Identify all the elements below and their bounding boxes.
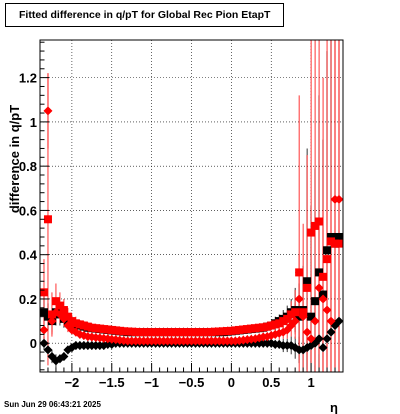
data-point-diamond — [47, 316, 57, 326]
x-axis-title: η — [330, 400, 338, 414]
data-point-square — [303, 283, 312, 292]
data-point-square — [283, 314, 292, 323]
data-point-diamond — [314, 283, 324, 293]
data-point-square — [295, 268, 304, 277]
data-point-diamond — [294, 294, 304, 304]
x-tick-label: 0 — [228, 375, 235, 390]
data-point-diamond — [306, 334, 316, 344]
data-point-diamond — [298, 312, 308, 322]
x-tick-label: 1 — [307, 375, 314, 390]
y-tick-label: 0.4 — [19, 248, 38, 263]
data-point-diamond — [43, 106, 53, 116]
data-point-diamond — [318, 294, 328, 304]
data-point-diamond — [43, 345, 53, 355]
data-point-square — [323, 255, 332, 264]
data-points — [39, 106, 344, 366]
data-point-square — [39, 308, 48, 317]
x-tick-label: −1 — [144, 375, 159, 390]
data-point-square — [307, 228, 316, 237]
data-point-square — [39, 288, 48, 297]
data-point-diamond — [310, 316, 320, 326]
x-tick-label: −1.5 — [99, 375, 125, 390]
y-tick-label: 1.2 — [19, 71, 37, 86]
chart-title: Fitted difference in q/pT for Global Rec… — [5, 3, 284, 27]
data-point-square — [43, 215, 52, 224]
y-tick-label: 1 — [30, 115, 37, 130]
data-point-square — [59, 306, 68, 315]
data-point-square — [307, 312, 316, 321]
data-point-square — [303, 277, 312, 286]
data-point-square — [315, 217, 324, 226]
data-point-square — [55, 301, 64, 310]
data-point-diamond — [326, 316, 336, 326]
x-tick-label: 0.5 — [262, 375, 280, 390]
data-point-square — [319, 272, 328, 281]
data-point-square — [47, 310, 56, 319]
data-point-square — [311, 297, 320, 306]
y-axis: 0 0.2 0.4 0.6 0.8 1 1.2 — [19, 41, 49, 371]
data-point-square — [51, 297, 60, 306]
timestamp: Sun Jun 29 06:43:21 2025 — [4, 400, 101, 409]
y-tick-label: 0 — [30, 336, 37, 351]
data-point-square — [327, 232, 336, 241]
data-point-square — [315, 268, 324, 277]
data-point-diamond — [302, 327, 312, 337]
y-axis-title: difference in q/pT — [7, 105, 22, 213]
data-point-square — [335, 239, 344, 248]
data-point-diamond — [322, 334, 332, 344]
data-point-square — [63, 312, 72, 321]
data-point-diamond — [322, 305, 332, 315]
data-point-diamond — [326, 327, 336, 337]
data-point-diamond — [318, 343, 328, 353]
data-point-diamond — [290, 316, 300, 326]
data-point-diamond — [334, 316, 344, 326]
data-point-square — [291, 308, 300, 317]
data-point-diamond — [39, 325, 49, 335]
data-point-square — [311, 221, 320, 230]
data-point-diamond — [59, 352, 69, 362]
x-tick-label: −0.5 — [179, 375, 205, 390]
x-tick-label: −2 — [64, 375, 79, 390]
y-tick-label: 0.6 — [19, 203, 37, 218]
data-point-square — [323, 246, 332, 255]
data-point-diamond — [59, 314, 69, 324]
y-tick-label: 0.2 — [19, 292, 37, 307]
data-point-square — [335, 232, 344, 241]
x-axis: −2 −1.5 −1 −0.5 0 0.5 1 — [39, 363, 344, 390]
y-tick-label: 0.8 — [19, 159, 37, 174]
data-point-diamond — [314, 334, 324, 344]
data-point-diamond — [334, 194, 344, 204]
